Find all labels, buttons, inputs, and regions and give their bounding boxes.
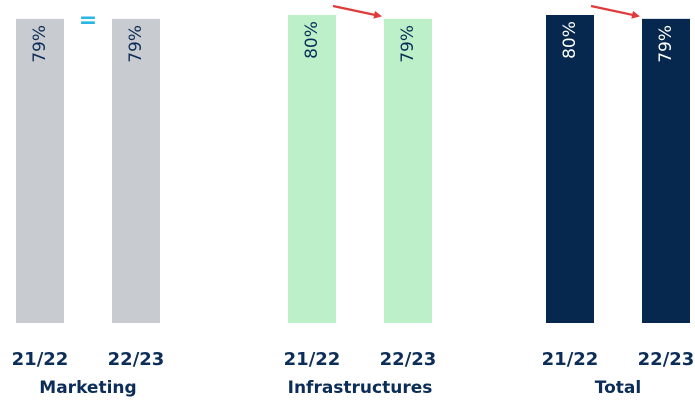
bar-group-total: 80% 21/22 79% 22/23 Total xyxy=(542,4,695,398)
bar-group-infrastructures: 80% 21/22 79% 22/23 Infrastructures xyxy=(284,4,437,398)
period-label: 21/22 xyxy=(542,349,599,370)
period-label: 21/22 xyxy=(284,349,341,370)
group-label-infrastructures: Infrastructures xyxy=(288,378,433,398)
period-label: 22/23 xyxy=(638,349,695,370)
bar-value-label: 79% xyxy=(126,25,146,63)
bar-value-label: 79% xyxy=(398,25,418,63)
bar-infrastructures-1 xyxy=(384,18,432,323)
period-label: 22/23 xyxy=(380,349,437,370)
bar-marketing-1 xyxy=(112,18,160,323)
bar-value-label: 79% xyxy=(30,25,50,63)
bar-total-1 xyxy=(642,18,690,323)
bar-infrastructures-0 xyxy=(288,15,336,323)
bar-value-label: 80% xyxy=(302,21,322,59)
period-label: 21/22 xyxy=(12,349,69,370)
bar-marketing-0 xyxy=(16,18,64,323)
decrease-arrow-icon xyxy=(332,4,382,19)
period-label: 22/23 xyxy=(108,349,165,370)
equal-indicator-icon: = xyxy=(79,8,97,33)
group-label-total: Total xyxy=(595,378,641,398)
bar-value-label: 80% xyxy=(560,21,580,59)
group-label-marketing: Marketing xyxy=(39,378,136,398)
bar-total-0 xyxy=(546,15,594,323)
bar-group-marketing: 79% 21/22 79% 22/23 Marketing = xyxy=(12,8,165,398)
decrease-arrow-icon xyxy=(590,4,640,19)
bar-value-label: 79% xyxy=(656,25,676,63)
